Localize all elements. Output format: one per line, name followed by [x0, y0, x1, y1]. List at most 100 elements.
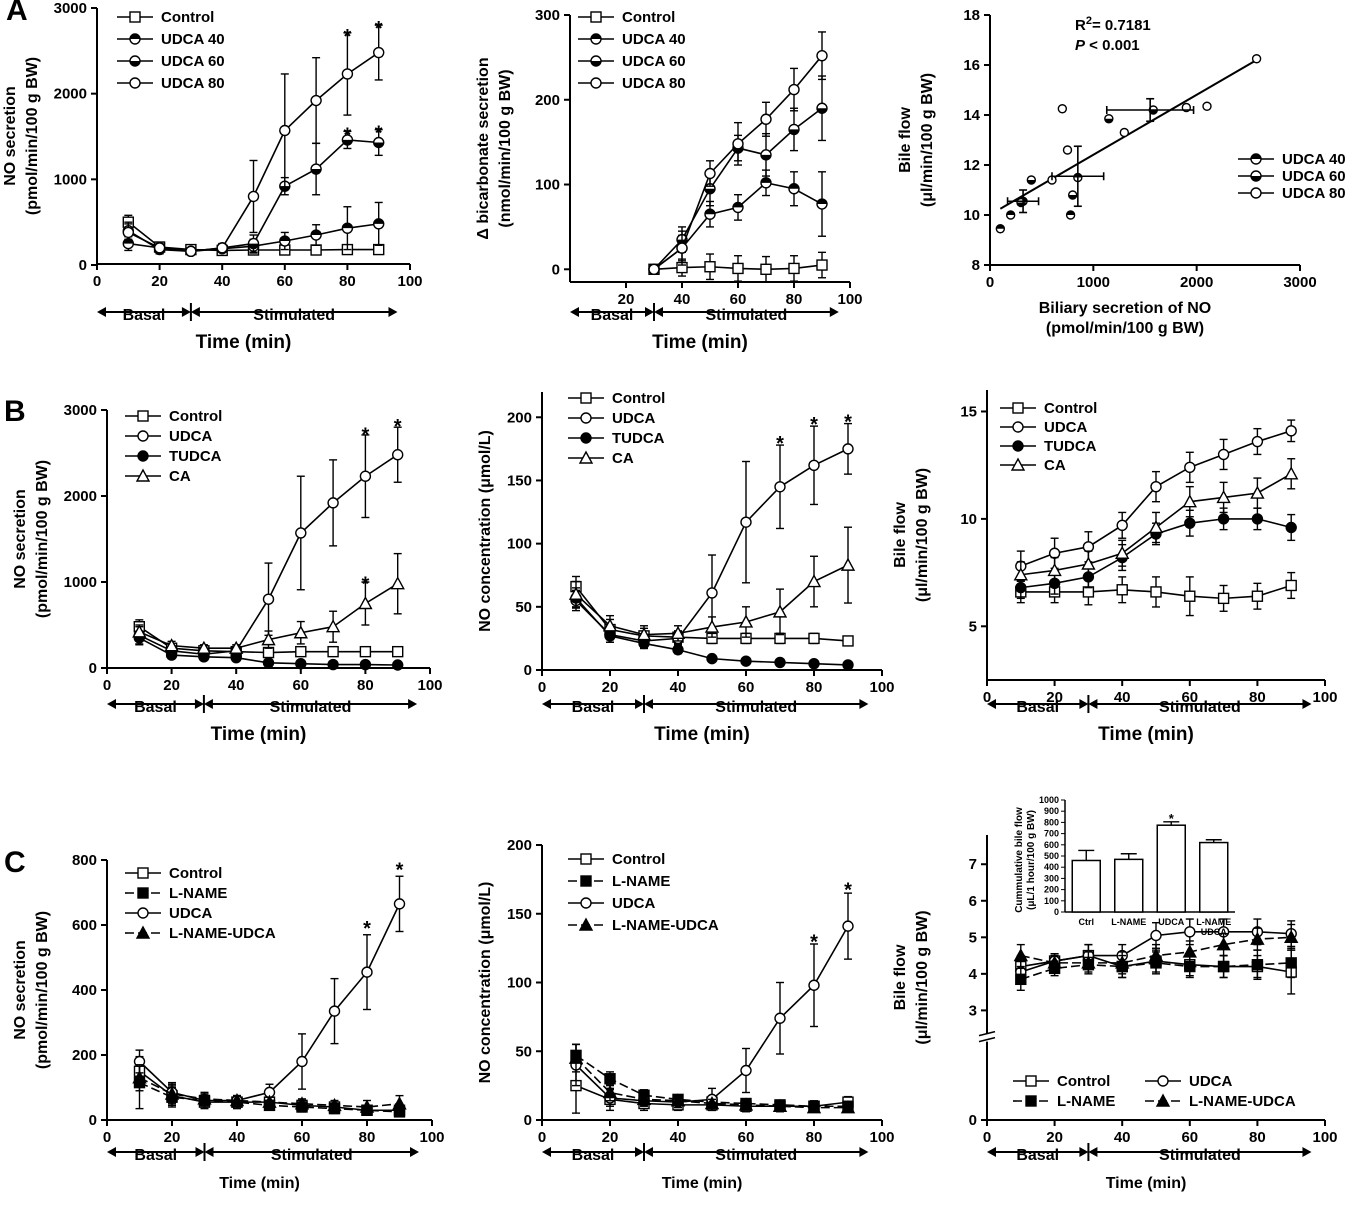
data-point	[648, 263, 660, 275]
inset-y-tick-label: 900	[1044, 806, 1059, 816]
legend-label: L-NAME-UDCA	[1189, 1093, 1296, 1110]
data-point	[772, 604, 788, 618]
data-point	[247, 237, 260, 250]
legend-marker	[137, 450, 149, 462]
inset-category-label: L-NAME	[1111, 917, 1146, 927]
legend-marker	[129, 33, 141, 45]
inset-y-tick-label: 1000	[1039, 795, 1059, 805]
chart-9: 0 3 4 5 6 7 0 20 40 60 80 100 Bile flow (μl/min/100 g…	[892, 795, 1338, 1192]
phase-arrowhead	[204, 1147, 214, 1157]
legend-marker	[590, 55, 602, 67]
legend-item: L-NAME	[125, 885, 227, 902]
legend-label: Control	[612, 851, 665, 868]
phase-arrowhead	[107, 699, 116, 709]
y-tick-label: 16	[963, 57, 980, 74]
phase-arrowhead	[644, 1147, 653, 1157]
x-tick-label: 80	[359, 1129, 376, 1146]
series-udca-80	[1047, 54, 1262, 185]
x-tick-label: 20	[602, 679, 619, 696]
phase-arrowhead	[654, 307, 663, 317]
y-tick-label: 15	[960, 403, 977, 420]
x-tick-label: 80	[1249, 689, 1266, 706]
series-ca	[1013, 458, 1299, 589]
data-point	[760, 177, 772, 189]
phase-label-basal: Basal	[134, 1147, 177, 1164]
y-tick-label: 200	[72, 1047, 97, 1064]
data-point	[1251, 959, 1264, 971]
data-point	[1026, 175, 1037, 185]
x-tick-label: 20	[1046, 1129, 1063, 1146]
legend-marker	[137, 907, 149, 919]
data-point	[1005, 210, 1016, 220]
legend-marker	[137, 430, 149, 442]
data-point	[738, 614, 754, 628]
data-point	[602, 1085, 618, 1099]
chart-4: 0 1000 2000 3000 0 20 40 60 80 100 NO secretion (pm…	[12, 402, 443, 745]
data-point	[1150, 586, 1162, 598]
legend-marker	[590, 11, 602, 23]
phase-arrowhead	[1302, 699, 1312, 709]
series-udca	[570, 892, 854, 1112]
phase-arrowhead	[1079, 699, 1089, 709]
data-point	[247, 190, 260, 203]
data-point	[1184, 590, 1196, 602]
legend-label: L-NAME	[612, 873, 670, 890]
legend-marker	[580, 875, 592, 887]
y-tick-label: 3000	[54, 0, 87, 17]
data-point	[1148, 520, 1164, 534]
legend-marker	[137, 887, 149, 899]
legend-marker	[578, 917, 594, 931]
legend-label: Control	[1044, 400, 1097, 417]
y-tick-label: 800	[72, 852, 97, 869]
data-point	[1082, 586, 1095, 598]
x-tick-label: 80	[806, 679, 823, 696]
data-point	[760, 113, 772, 125]
y-tick-label: 1000	[64, 574, 97, 591]
series-line	[575, 925, 849, 1103]
legend-item: Control	[125, 408, 222, 425]
data-point	[1150, 480, 1162, 493]
legend-label: UDCA 40	[1282, 151, 1345, 168]
data-point	[740, 655, 752, 667]
data-point	[808, 632, 820, 645]
data-point	[704, 167, 716, 180]
significance-star: *	[375, 123, 383, 145]
legend-label: Control	[169, 408, 222, 425]
x-axis-label: Time (min)	[1098, 724, 1194, 745]
x-tick-label: 60	[294, 1129, 311, 1146]
legend-label: Control	[161, 9, 214, 26]
inset-significance-star: *	[1169, 811, 1175, 826]
legend-label: Control	[612, 390, 665, 407]
phase-arrowhead	[1088, 1147, 1098, 1157]
x-tick-label: 2000	[1180, 274, 1213, 291]
data-point	[1048, 547, 1061, 559]
x-tick-label: 100	[397, 273, 422, 290]
x-tick-label: 100	[869, 679, 894, 696]
legend-label: CA	[612, 450, 634, 467]
series-udca-80	[648, 31, 828, 275]
data-point	[1148, 948, 1164, 962]
legend-label: UDCA	[169, 905, 212, 922]
x-tick-label: 0	[986, 274, 994, 291]
data-point	[1047, 562, 1062, 577]
legend-marker	[1155, 1093, 1171, 1107]
data-point	[1251, 513, 1264, 525]
y-tick-label: 3	[969, 1002, 977, 1019]
phase-label-stimulated: Stimulated	[1159, 699, 1241, 716]
data-point	[568, 1050, 584, 1064]
y-tick-label: 18	[963, 7, 980, 24]
y-axis-label: (pmol/min/100 g BW)	[34, 911, 51, 1069]
legend-label: UDCA	[169, 428, 212, 445]
x-tick-label: 100	[1312, 689, 1337, 706]
phase-arrowhead	[987, 699, 996, 709]
series-tudca	[133, 630, 404, 671]
data-point	[704, 619, 720, 633]
series-ca	[568, 526, 856, 645]
data-point	[1015, 973, 1027, 986]
y-axis-label: (pmol/min/100 g BW)	[34, 460, 51, 618]
legend-label: UDCA	[612, 410, 655, 427]
data-point	[602, 618, 618, 632]
x-tick-label: 40	[670, 1129, 687, 1146]
data-point	[229, 640, 244, 654]
data-point	[279, 124, 291, 137]
